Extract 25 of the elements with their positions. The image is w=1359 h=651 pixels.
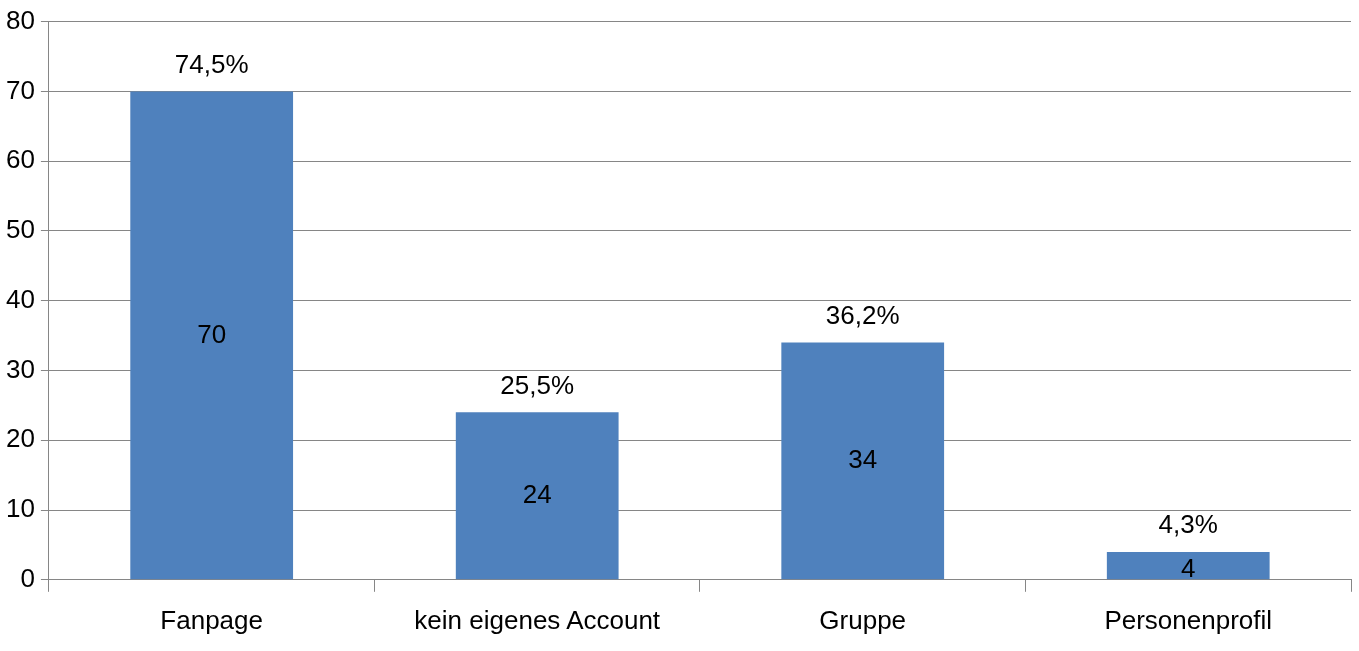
data-label: 34 <box>848 444 878 475</box>
y-tick-label: 40 <box>6 283 35 314</box>
x-tick-label: Gruppe <box>819 604 907 635</box>
data-label: 4 <box>1181 552 1196 583</box>
data-label: 70 <box>197 318 227 349</box>
y-tick-label: 20 <box>6 423 35 454</box>
y-tick-label: 0 <box>20 562 35 593</box>
annotation: 36,2% <box>825 299 900 330</box>
bar <box>130 91 294 580</box>
y-tick-label: 60 <box>6 144 35 175</box>
bar <box>455 412 619 580</box>
annotation: 25,5% <box>500 369 575 400</box>
bar <box>781 342 945 580</box>
y-tick-label: 10 <box>6 493 35 524</box>
bar <box>1106 551 1270 580</box>
y-tick-label: 50 <box>6 214 35 245</box>
y-tick-label: 80 <box>6 4 35 35</box>
annotation: 74,5% <box>174 48 249 79</box>
x-tick-label: Personenprofil <box>1104 604 1273 635</box>
annotation: 4,3% <box>1158 509 1218 540</box>
y-tick-label: 70 <box>6 74 35 105</box>
x-tick-label: kein eigenes Account <box>414 604 661 635</box>
data-label: 24 <box>522 478 552 509</box>
y-tick-label: 30 <box>6 353 35 384</box>
x-tick-label: Fanpage <box>160 604 264 635</box>
